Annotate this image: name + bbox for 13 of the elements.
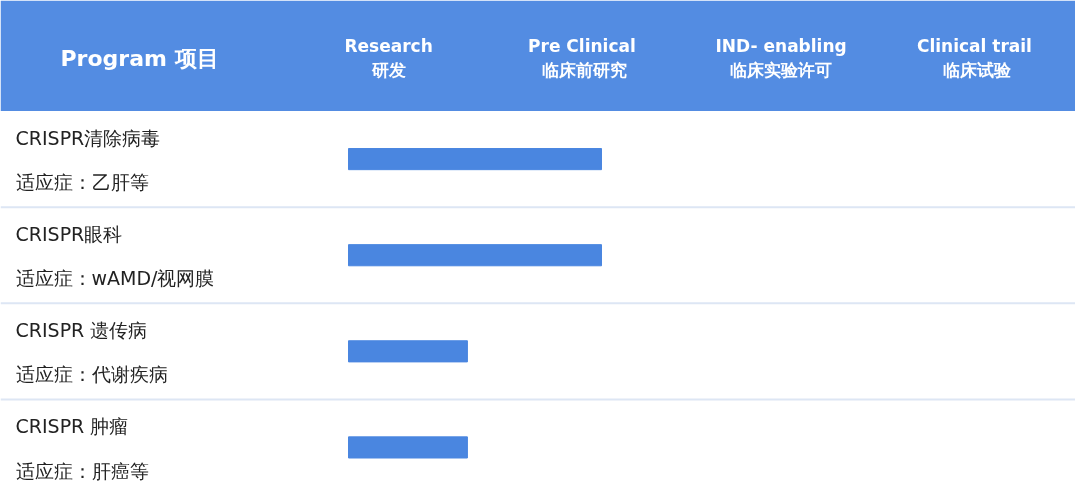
y-tick-label: CRISPR眼科 (15, 223, 123, 246)
text: Pre Clinical 临床前研究 (528, 36, 636, 81)
text: Research 研发 (344, 36, 433, 81)
text: 适应症：代谢疾病 (15, 363, 168, 386)
y-tick-label: CRISPR 遗传病 (15, 319, 148, 342)
text: Program 项目 (60, 45, 219, 71)
y-tick-label: CRISPR清除病毒 (15, 126, 161, 149)
text: 适应症：wAMD/视网膜 (15, 267, 215, 290)
text: 适应症：乙肝等 (15, 171, 149, 194)
text: IND- enabling 临床实验许可 (715, 36, 847, 81)
text: Clinical trail 临床试验 (916, 36, 1032, 81)
y-tick-label: CRISPR 肿瘤 (15, 415, 129, 438)
text: 适应症：肝癌等 (15, 459, 149, 482)
